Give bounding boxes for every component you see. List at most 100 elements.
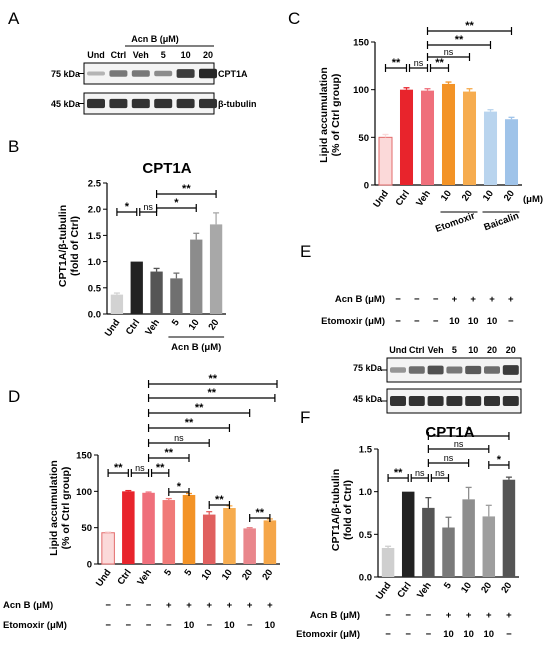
blot-e-row-value: − — [508, 316, 514, 327]
sig-label: ** — [455, 34, 464, 46]
condition-row-value: − — [146, 620, 152, 631]
bar — [399, 89, 414, 185]
y-axis-label-line: Lipid accumulation — [48, 460, 60, 556]
condition-row-value: + — [227, 600, 233, 611]
y-tick-label: 2.5 — [88, 179, 102, 190]
blot-lane-label: Ctrl — [111, 50, 127, 60]
bar — [462, 499, 475, 577]
blot-lane-label: Und — [87, 50, 105, 60]
group-label: Acn B (μM) — [171, 342, 221, 353]
sig-label: ** — [164, 447, 173, 459]
blot-e-row-value: 10 — [468, 316, 479, 327]
sig-label: ns — [135, 463, 145, 473]
bar — [502, 479, 516, 577]
bar — [223, 508, 236, 564]
blot-e-row-value: − — [414, 316, 420, 327]
blot-band-tubulin — [109, 98, 128, 109]
blot-e-row-label: Acn B (μM) — [335, 294, 385, 305]
blot-e-row-value: − — [395, 316, 401, 327]
bar — [182, 494, 196, 564]
y-axis-label-line: (fold of Ctrl) — [342, 480, 354, 540]
condition-row-value: − — [385, 610, 391, 621]
condition-row-value: + — [267, 600, 273, 611]
y-tick-label: 0 — [364, 181, 369, 192]
chart-panel-c: Lipid accumulation(% of Ctrl group) 0 50 10… — [318, 20, 543, 235]
condition-row-value: − — [405, 610, 411, 621]
condition-row-value: 10 — [483, 629, 494, 640]
condition-row-value: − — [247, 620, 253, 631]
x-tick-label: 10 — [187, 317, 202, 332]
bar — [420, 90, 435, 185]
blot-band-tubulin — [502, 395, 519, 407]
x-tick-label: 20 — [479, 580, 494, 595]
y-tick-label: 0.0 — [359, 573, 372, 584]
bar — [209, 224, 223, 314]
y-axis-label-line: (% of Ctrl group) — [60, 467, 72, 550]
blot-band-cpt1a — [484, 366, 500, 374]
western-blot-a: Acn B (μM) 75 kDa 45 kDa CPT1A β-tubulin… — [51, 34, 256, 115]
x-tick-label: 5 — [442, 580, 454, 591]
bar — [101, 532, 115, 565]
y-tick-label: 0 — [87, 560, 92, 571]
condition-row-value: − — [126, 600, 132, 611]
x-tick-label: 5 — [182, 567, 194, 578]
bar — [462, 91, 477, 185]
y-tick-label: 0.0 — [88, 310, 101, 321]
blot-e-row-label: Etomoxir (μM) — [321, 316, 385, 327]
blot-e-row-value: + — [452, 294, 458, 305]
sig-label: * — [174, 197, 179, 209]
blot-band-tubulin — [465, 395, 482, 407]
blot-band-cpt1a — [87, 71, 105, 76]
blot-band-cpt1a — [446, 366, 463, 374]
y-tick-label: 100 — [353, 85, 369, 96]
x-tick-label: Ctrl — [395, 580, 413, 600]
bar — [122, 491, 135, 564]
panel-label-c: C — [288, 9, 300, 28]
condition-row-value: − — [126, 620, 132, 631]
blot-e-row-value: 10 — [487, 316, 498, 327]
sig-label: ns — [174, 433, 184, 443]
y-tick-label: 1.5 — [88, 231, 102, 242]
x-tick-label: Und — [371, 188, 391, 210]
sig-label: * — [467, 425, 472, 437]
x-tick-label: 20 — [240, 567, 255, 582]
bar — [162, 500, 176, 564]
sig-label: ** — [435, 57, 444, 69]
sig-label: ** — [182, 183, 191, 195]
blot-lane-label: 10 — [181, 50, 191, 60]
bar — [150, 271, 163, 314]
y-axis-label: Lipid accumulation(% of Ctrl group) — [48, 460, 72, 556]
condition-row-value: + — [506, 610, 512, 621]
bar — [170, 278, 183, 314]
y-tick-label: 1.5 — [359, 445, 373, 456]
condition-row-value: − — [146, 600, 152, 611]
condition-row-label: Acn B (μM) — [310, 610, 360, 621]
blot-lane-label: 5 — [161, 50, 166, 60]
y-axis-label: CPT1A/β-tubulin(fold of Ctrl) — [330, 469, 354, 551]
bar — [482, 516, 496, 577]
blot-band-tubulin — [408, 395, 425, 407]
blot-band-tubulin — [427, 395, 444, 407]
y-axis-label-line: CPT1A/β-tubulin — [57, 205, 69, 287]
x-tick-label: 10 — [220, 567, 235, 582]
blot-band-tubulin — [131, 98, 150, 109]
blot-e-row-value: − — [433, 294, 439, 305]
condition-row-value: − — [426, 629, 432, 640]
chart-panel-d: Lipid accumulation(% of Ctrl group) 0 50 10… — [3, 373, 280, 631]
sig-label: * — [177, 481, 182, 493]
sig-label: ** — [185, 417, 194, 429]
y-axis-label-line: (% of Ctrl group) — [330, 74, 342, 157]
x-tick-label: Und — [94, 567, 114, 589]
blot-e-marker-75: 75 kDa — [353, 363, 383, 373]
x-tick-label: Veh — [135, 567, 154, 587]
blot-lane-label: Und — [389, 345, 407, 355]
blot-e-row-value: 10 — [449, 316, 460, 327]
unit-label: (μM) — [523, 194, 543, 205]
blot-band-cpt1a — [109, 70, 128, 77]
y-tick-label: 150 — [353, 38, 369, 49]
condition-row-value: 10 — [224, 620, 235, 631]
condition-row-value: − — [405, 629, 411, 640]
x-tick-label: 20 — [502, 188, 517, 203]
y-axis-label-line: Lipid accumulation — [318, 67, 330, 163]
blot-band-cpt1a — [390, 367, 406, 373]
